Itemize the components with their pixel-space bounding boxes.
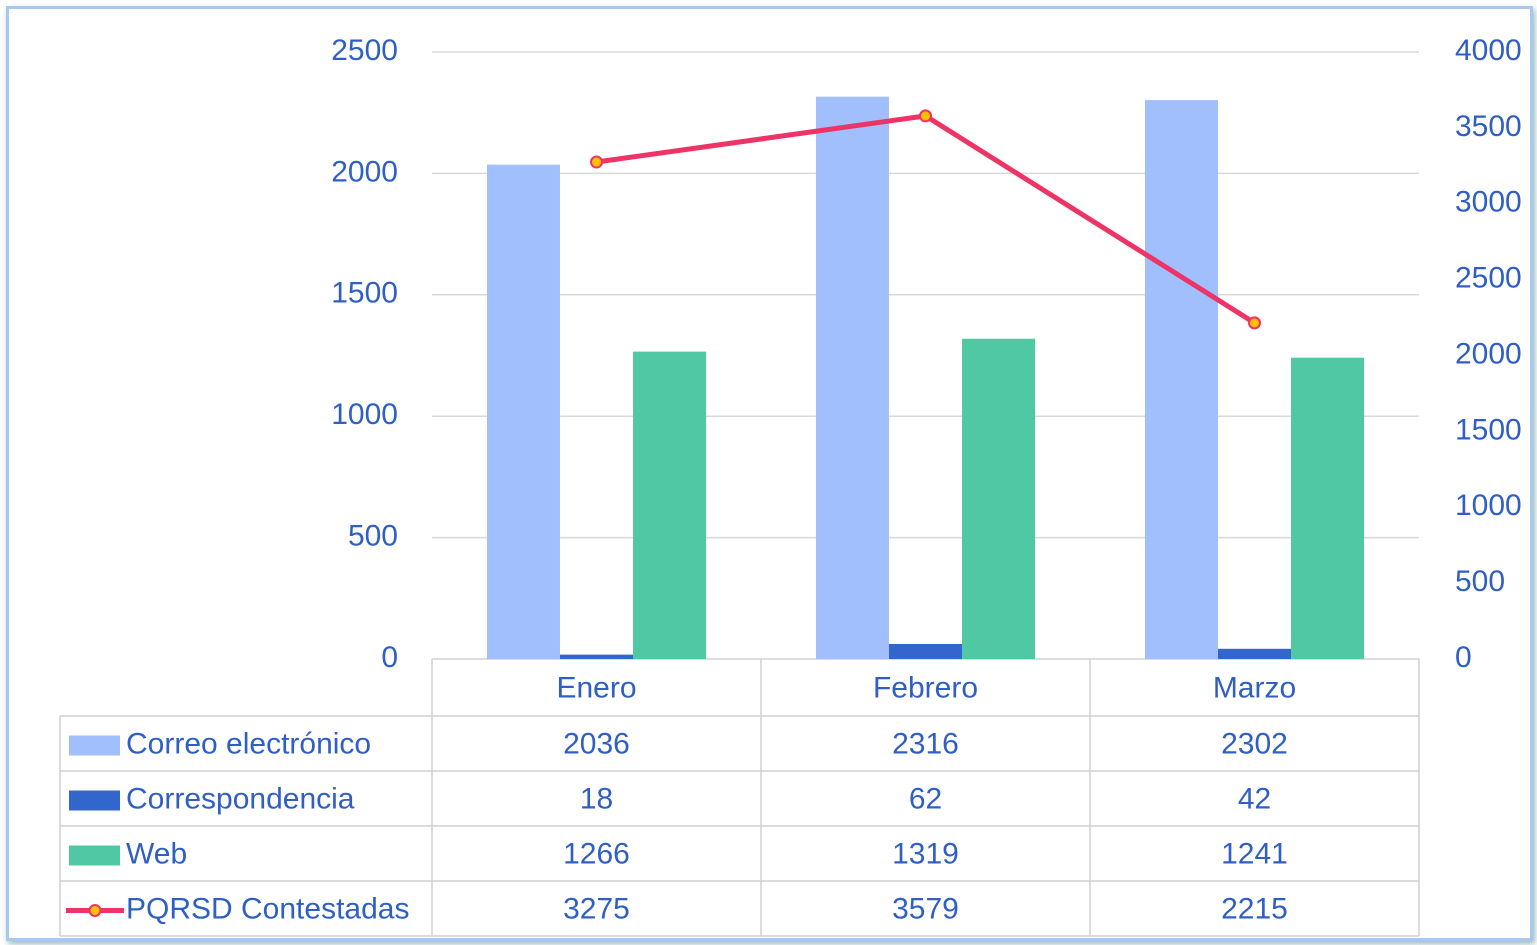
bar [1217, 648, 1292, 659]
y2-tick-label: 3000 [1455, 186, 1522, 219]
y-tick-label: 1000 [331, 398, 398, 431]
table-value: 2215 [1221, 892, 1288, 925]
table-value: 1319 [892, 837, 959, 870]
legend-swatch [69, 735, 120, 756]
y-tick-label: 1500 [331, 277, 398, 310]
table-value: 18 [580, 782, 613, 815]
table-value: 62 [909, 782, 942, 815]
table-value: 2316 [892, 727, 959, 760]
bar [815, 96, 889, 660]
y-tick-label: 0 [381, 641, 398, 674]
table-value: 1241 [1221, 837, 1288, 870]
y2-tick-label: 500 [1455, 565, 1505, 598]
y2-tick-label: 0 [1455, 641, 1472, 674]
bar [559, 654, 634, 659]
line-marker [919, 109, 932, 123]
y2-tick-label: 1000 [1455, 489, 1522, 522]
bar [633, 351, 707, 659]
bar [888, 643, 963, 659]
y2-tick-label: 3500 [1455, 110, 1522, 143]
bar [486, 164, 560, 660]
x-tick-label: Febrero [873, 671, 978, 704]
legend-marker [88, 904, 102, 917]
legend-label: Correspondencia [126, 782, 355, 815]
y2-tick-label: 2000 [1455, 337, 1522, 370]
x-tick-label: Marzo [1213, 671, 1296, 704]
y2-tick-label: 2500 [1455, 262, 1522, 295]
legend-label: Web [126, 837, 187, 870]
bar [962, 338, 1036, 659]
table-value: 3579 [892, 892, 959, 925]
y-tick-label: 2000 [331, 155, 398, 188]
legend-swatch [69, 845, 120, 866]
legend-label: Correo electrónico [126, 727, 371, 760]
table-value: 42 [1238, 782, 1271, 815]
y2-tick-label: 1500 [1455, 413, 1522, 446]
y-tick-label: 2500 [331, 34, 398, 67]
table-value: 1266 [563, 837, 630, 870]
table-value: 3275 [563, 892, 630, 925]
legend-label: PQRSD Contestadas [126, 892, 409, 925]
x-tick-label: Enero [556, 671, 636, 704]
bar [1144, 100, 1218, 659]
y-tick-label: 500 [348, 520, 398, 553]
table-value: 2302 [1221, 727, 1288, 760]
line-marker [1248, 316, 1261, 330]
y2-tick-label: 4000 [1455, 34, 1522, 67]
legend-swatch [69, 790, 120, 811]
chart-frame [6, 6, 1533, 941]
line-marker [590, 155, 603, 169]
bar [1291, 357, 1365, 659]
table-value: 2036 [563, 727, 630, 760]
